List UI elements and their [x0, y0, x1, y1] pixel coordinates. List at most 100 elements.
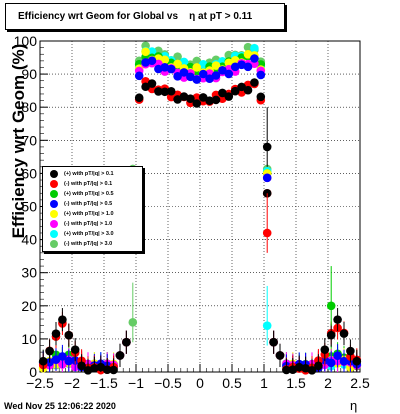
- legend-label: (+) with pT/|q| > 1.0: [64, 211, 114, 217]
- data-point: [282, 365, 291, 375]
- data-point: [230, 86, 240, 96]
- y-tick-label: 40: [21, 232, 37, 248]
- data-point: [294, 362, 304, 372]
- data-point-outlier: [128, 318, 138, 327]
- x-tick-label: −1: [128, 375, 144, 391]
- data-point: [45, 346, 54, 356]
- data-point: [102, 365, 112, 374]
- data-point: [70, 345, 80, 354]
- data-point: [173, 95, 182, 104]
- data-point: [192, 99, 202, 108]
- data-point: [314, 361, 323, 371]
- legend-marker: [50, 180, 58, 188]
- data-point: [205, 74, 214, 83]
- data-point: [192, 63, 202, 72]
- data-point: [154, 87, 163, 96]
- y-axis-label: Efficiency wrt Geom (%): [9, 43, 28, 239]
- data-point: [307, 366, 317, 375]
- data-point: [147, 56, 157, 66]
- legend-label: (+) with pT/|q| > 0.5: [64, 191, 114, 197]
- data-point: [250, 43, 259, 53]
- x-tick-label: 2.5: [350, 375, 370, 391]
- data-point: [256, 92, 266, 102]
- data-point: [243, 49, 253, 59]
- y-tick-labels: 0 10 20 30 40 50 60 70 80 90 100: [14, 33, 38, 380]
- data-point: [211, 71, 221, 80]
- y-tick-label: 50: [21, 199, 37, 215]
- legend-entry: (+) with pT/|q| > 3.0: [45, 229, 140, 239]
- data-point: [51, 329, 61, 338]
- legend-label: (+) with pT/|q| > 0.1: [64, 171, 114, 177]
- data-point: [38, 356, 48, 366]
- y-tick-label: 90: [21, 66, 37, 82]
- data-point-outlier: [326, 301, 336, 311]
- data-point: [173, 71, 182, 81]
- legend-marker: [50, 200, 58, 208]
- data-point: [198, 93, 208, 102]
- data-point: [166, 86, 176, 96]
- x-axis-label: η: [350, 398, 358, 413]
- legend-marker: [50, 170, 58, 178]
- data-point: [115, 351, 125, 360]
- data-point: [243, 42, 253, 52]
- legend-label: (-) with pT/|q| > 1.0: [64, 221, 113, 227]
- x-tick-label: −0.5: [154, 375, 182, 391]
- data-point: [141, 82, 150, 92]
- x-tick-label: −1.5: [90, 375, 118, 391]
- x-tick-label: 2: [324, 375, 332, 391]
- data-points: [38, 41, 362, 375]
- data-point: [243, 85, 253, 95]
- data-point: [211, 95, 221, 105]
- data-point: [326, 330, 336, 340]
- legend-marker: [50, 210, 58, 218]
- legend-marker: [50, 240, 58, 248]
- data-point: [166, 64, 176, 74]
- data-point: [352, 356, 362, 366]
- data-point: [275, 351, 285, 360]
- data-point: [64, 356, 74, 366]
- data-point-outlier: [262, 321, 272, 330]
- data-point: [256, 70, 266, 80]
- data-point: [250, 54, 259, 63]
- data-point: [205, 96, 214, 105]
- data-point: [224, 92, 234, 101]
- data-point-outlier: [262, 142, 272, 152]
- chart-title: Efficiency wrt Geom for Global vs η at p…: [5, 3, 285, 30]
- legend-marker: [50, 190, 58, 198]
- data-point: [141, 47, 150, 57]
- y-tick-label: 10: [21, 331, 37, 347]
- data-point: [224, 69, 234, 79]
- data-point: [320, 345, 330, 354]
- legend-label: (+) with pT/|q| > 3.0: [64, 231, 114, 237]
- data-point: [58, 315, 67, 324]
- data-point: [218, 65, 227, 75]
- x-tick-labels: −2.5 −2 −1.5 −1 −0.5 0 0.5 1 1.5 2 2.5: [26, 375, 370, 391]
- data-point: [173, 59, 182, 69]
- legend-entry: (+) with pT/|q| > 1.0: [45, 209, 140, 219]
- data-point: [192, 75, 202, 84]
- data-point: [90, 363, 99, 373]
- y-tick-label: 60: [21, 165, 37, 181]
- legend-entry: (+) with pT/|q| > 0.5: [45, 189, 140, 199]
- data-point: [192, 93, 202, 102]
- legend-label: (-) with pT/|q| > 0.1: [64, 181, 113, 187]
- data-point: [147, 79, 157, 88]
- data-point: [134, 71, 144, 81]
- data-point: [58, 352, 67, 361]
- data-point: [326, 358, 336, 368]
- timestamp: Wed Nov 25 12:06:22 2020: [4, 401, 116, 411]
- data-point: [243, 62, 253, 72]
- data-point: [192, 56, 202, 66]
- x-tick-label: 0: [196, 375, 204, 391]
- legend: (+) with pT/|q| > 0.1 (-) with pT/|q| > …: [42, 166, 143, 252]
- x-tick-label: −2.5: [26, 375, 54, 391]
- data-point: [269, 337, 278, 347]
- data-point: [64, 330, 74, 340]
- legend-label: (-) with pT/|q| > 0.5: [64, 201, 113, 207]
- data-point: [339, 356, 349, 366]
- data-point: [186, 94, 195, 103]
- data-point: [179, 68, 189, 77]
- y-tick-label: 100: [14, 33, 38, 49]
- legend-entry: (+) with pT/|q| > 0.1: [45, 169, 140, 179]
